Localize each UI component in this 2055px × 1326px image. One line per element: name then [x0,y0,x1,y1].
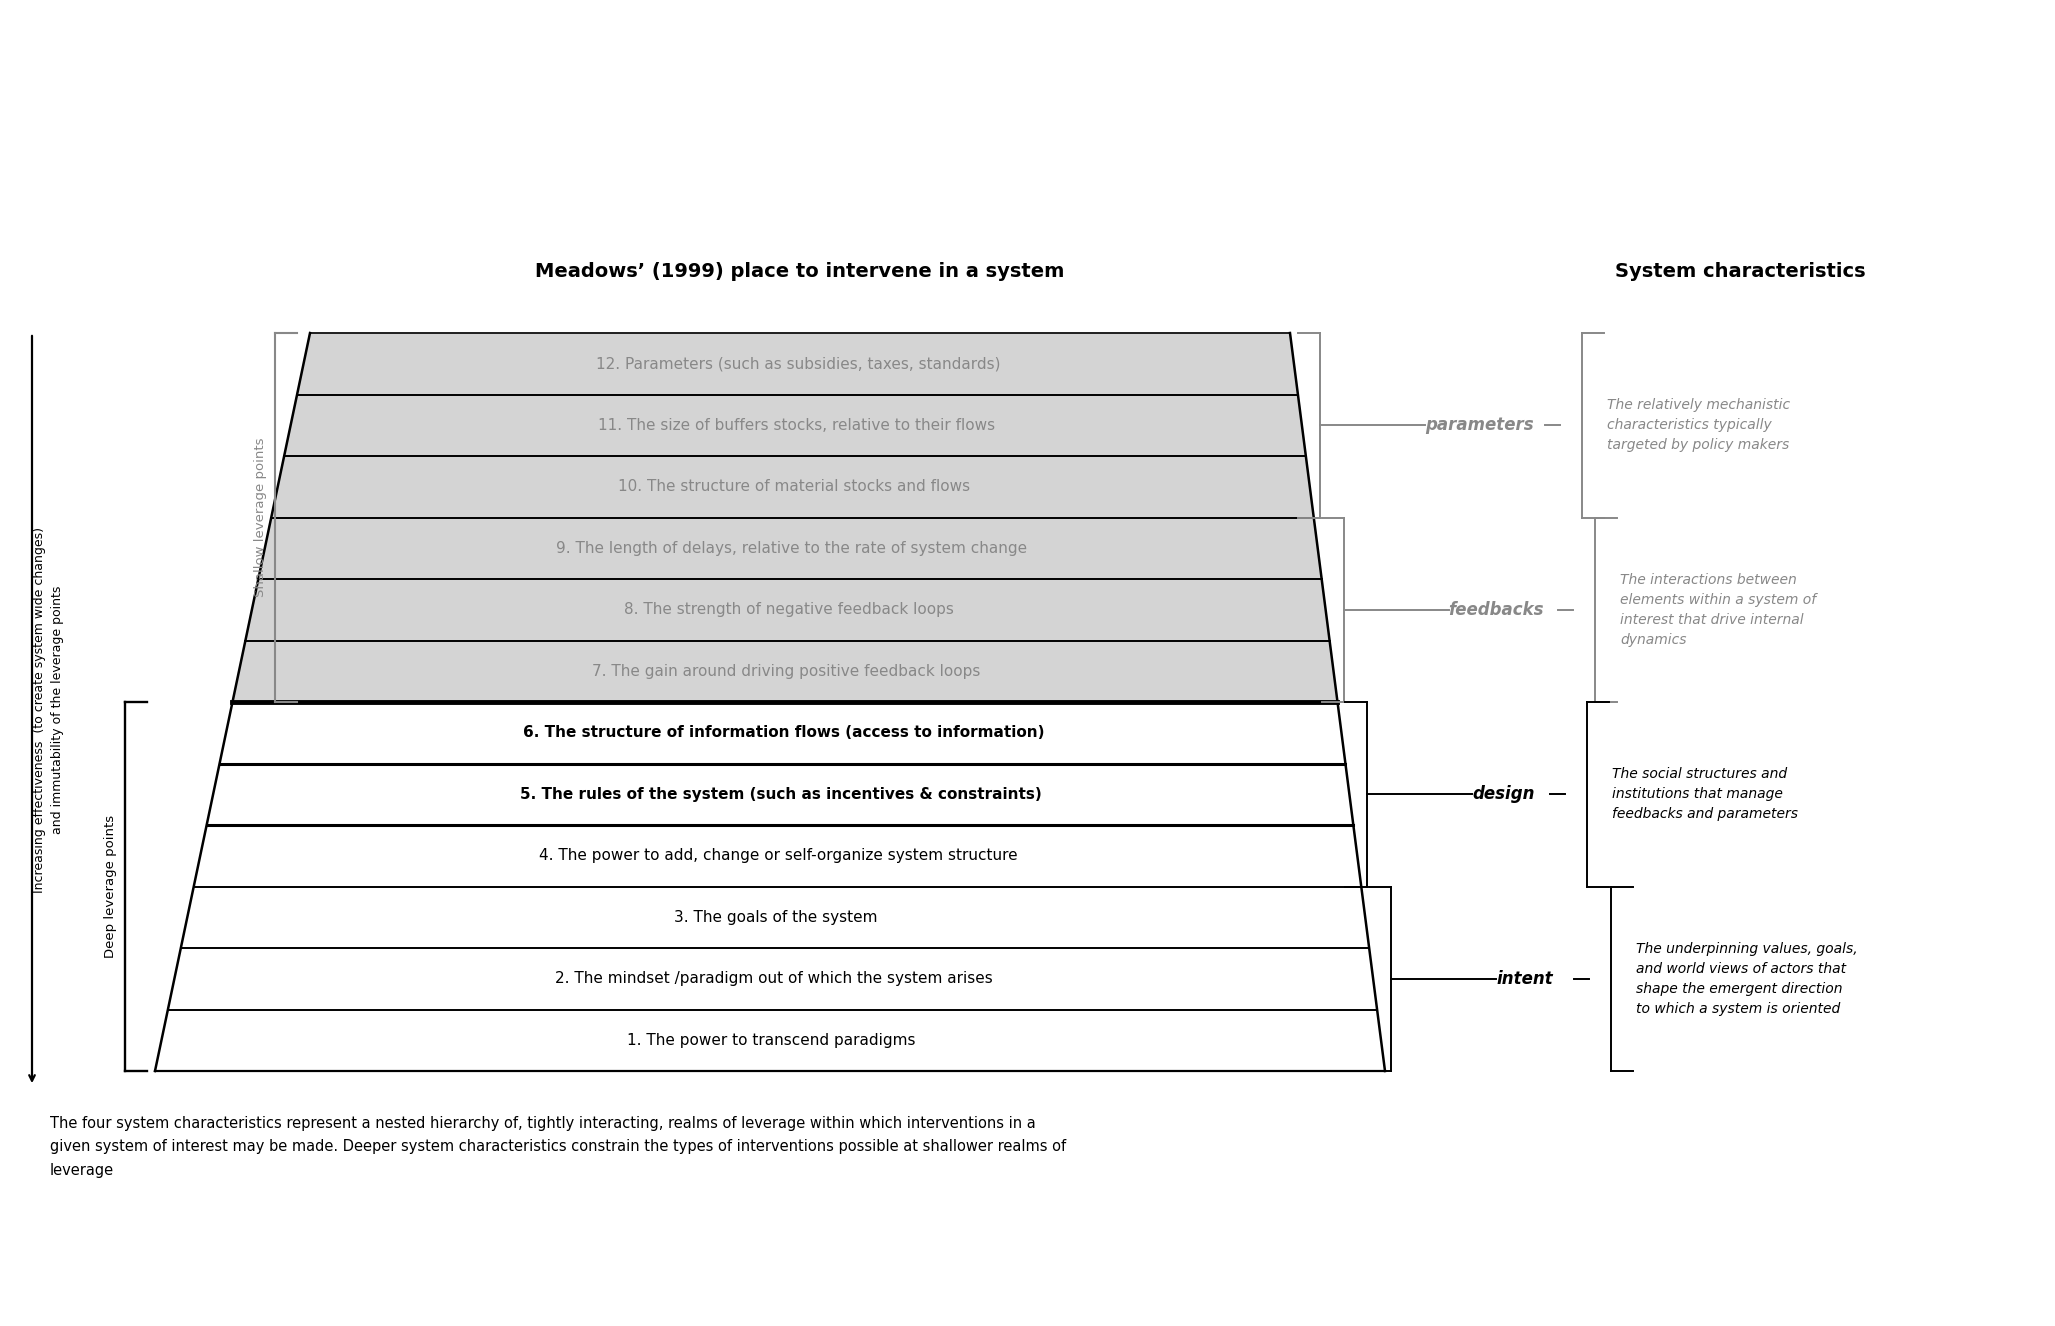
Text: 4. The power to add, change or self-organize system structure: 4. The power to add, change or self-orga… [538,849,1017,863]
Polygon shape [271,456,1313,517]
Text: 7. The gain around driving positive feedback loops: 7. The gain around driving positive feed… [592,664,980,679]
Text: 6. The structure of information flows (access to information): 6. The structure of information flows (a… [524,725,1044,740]
Text: The relatively mechanistic
characteristics typically
targeted by policy makers: The relatively mechanistic characteristi… [1607,398,1790,452]
Text: 11. The size of buffers stocks, relative to their flows: 11. The size of buffers stocks, relative… [598,418,995,432]
Polygon shape [232,640,1338,701]
Text: The social structures and
institutions that manage
feedbacks and parameters: The social structures and institutions t… [1613,768,1798,821]
Text: feedbacks: feedbacks [1449,601,1543,619]
Text: design: design [1471,785,1535,804]
Text: Meadows’ (1999) place to intervene in a system: Meadows’ (1999) place to intervene in a … [534,263,1064,281]
Text: 1. The power to transcend paradigms: 1. The power to transcend paradigms [627,1033,914,1048]
Text: System characteristics: System characteristics [1615,263,1866,281]
Text: intent: intent [1496,969,1554,988]
Text: 3. The goals of the system: 3. The goals of the system [674,910,877,924]
Text: 10. The structure of material stocks and flows: 10. The structure of material stocks and… [619,479,970,495]
Text: 12. Parameters (such as subsidies, taxes, standards): 12. Parameters (such as subsidies, taxes… [596,357,1001,371]
Text: 2. The mindset /paradigm out of which the system arises: 2. The mindset /paradigm out of which th… [555,971,993,987]
Text: 5. The rules of the system (such as incentives & constraints): 5. The rules of the system (such as ince… [520,786,1042,802]
Text: The interactions between
elements within a system of
interest that drive interna: The interactions between elements within… [1619,573,1817,647]
Polygon shape [298,333,1299,395]
Polygon shape [169,948,1377,1009]
Polygon shape [154,1009,1385,1071]
Text: Deep leverage points: Deep leverage points [105,815,117,959]
Text: The four system characteristics represent a nested hierarchy of, tightly interac: The four system characteristics represen… [49,1116,1067,1177]
Text: 8. The strength of negative feedback loops: 8. The strength of negative feedback loo… [625,602,954,617]
Text: The underpinning values, goals,
and world views of actors that
shape the emergen: The underpinning values, goals, and worl… [1636,941,1858,1016]
Text: 9. The length of delays, relative to the rate of system change: 9. The length of delays, relative to the… [555,541,1028,556]
Text: Increasing effectiveness  (to create system wide changes)
and immutability of th: Increasing effectiveness (to create syst… [33,526,64,892]
Text: Shallow leverage points: Shallow leverage points [255,438,267,597]
Polygon shape [220,701,1346,764]
Polygon shape [208,764,1354,825]
Text: parameters: parameters [1424,416,1533,434]
Polygon shape [284,395,1305,456]
Polygon shape [259,517,1321,579]
Polygon shape [245,579,1330,640]
Polygon shape [181,887,1369,948]
Polygon shape [193,825,1360,887]
